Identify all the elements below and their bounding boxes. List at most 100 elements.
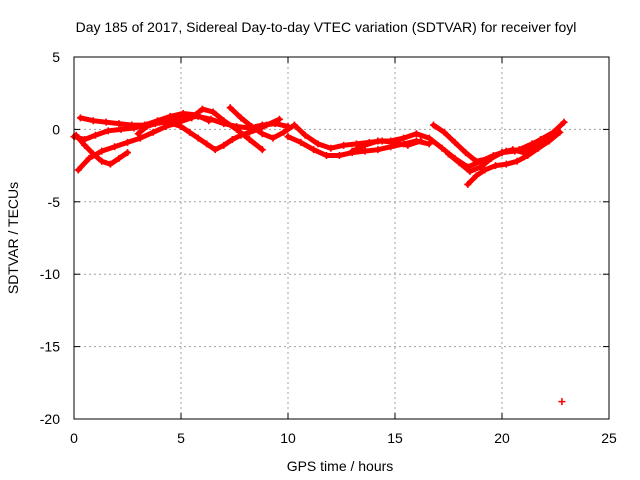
data-point	[477, 163, 485, 171]
x-tick-label: 25	[601, 430, 617, 446]
y-tick-label: -15	[40, 339, 60, 355]
data-point	[502, 160, 510, 168]
data-point	[117, 125, 125, 133]
data-point	[245, 128, 253, 136]
x-axis-label: GPS time / hours	[287, 458, 394, 474]
data-point	[335, 151, 343, 159]
data-point	[98, 147, 106, 155]
data-points	[70, 104, 568, 406]
data-point	[314, 140, 322, 148]
data-point	[472, 157, 480, 165]
data-point	[76, 114, 84, 122]
data-point	[412, 137, 420, 145]
data-point	[258, 146, 266, 154]
y-tick-label: -20	[40, 411, 60, 427]
axis-ticks: 0 5 10 15 20 25 5 0 -5 -10 -15 -20	[40, 49, 617, 446]
data-point	[233, 125, 241, 133]
data-point	[134, 130, 142, 138]
y-tick-label: 5	[52, 49, 60, 65]
data-point	[541, 138, 549, 146]
data-track	[445, 138, 549, 175]
data-point	[400, 134, 408, 142]
data-point	[327, 144, 335, 152]
data-point	[556, 128, 564, 136]
data-point	[269, 134, 277, 142]
data-point	[323, 151, 331, 159]
data-point	[237, 114, 245, 122]
data-point	[284, 133, 292, 141]
data-point	[445, 150, 452, 158]
data-point	[430, 121, 438, 129]
data-point	[209, 108, 217, 116]
data-point	[466, 167, 474, 175]
data-point	[111, 143, 119, 151]
data-point	[205, 117, 213, 125]
data-point	[462, 149, 470, 157]
data-point	[519, 149, 527, 157]
data-point	[258, 130, 266, 138]
data-point	[310, 146, 318, 154]
data-point	[440, 128, 448, 136]
x-tick-label: 10	[280, 430, 296, 446]
data-point	[560, 118, 568, 126]
data-point	[98, 157, 106, 165]
data-point	[91, 131, 99, 139]
data-point	[464, 180, 472, 188]
data-point	[198, 105, 206, 113]
data-point	[74, 166, 82, 174]
data-point	[297, 138, 305, 146]
data-point	[472, 172, 480, 180]
data-point	[115, 120, 123, 128]
data-point	[263, 121, 271, 129]
data-track	[72, 131, 131, 168]
chart-title: Day 185 of 2017, Sidereal Day-to-day VTE…	[76, 19, 577, 35]
data-point	[89, 150, 97, 158]
data-point	[492, 162, 500, 170]
data-point	[81, 141, 89, 149]
data-point	[438, 144, 446, 152]
data-point	[280, 128, 288, 136]
data-point	[509, 146, 517, 154]
data-point	[498, 149, 506, 157]
data-point	[177, 123, 185, 131]
data-point	[124, 149, 131, 157]
data-point	[151, 120, 159, 128]
data-point	[513, 157, 521, 165]
data-point	[387, 137, 395, 145]
y-tick-label: -10	[40, 266, 60, 282]
data-point	[194, 134, 202, 142]
data-point	[530, 144, 538, 152]
data-point	[102, 118, 110, 126]
data-point	[128, 121, 136, 129]
data-point	[361, 141, 369, 149]
data-point	[374, 146, 382, 154]
data-point	[352, 140, 360, 148]
data-point	[104, 127, 112, 135]
data-track	[134, 115, 283, 154]
data-point	[226, 104, 234, 112]
data-point	[149, 128, 157, 136]
data-point	[179, 109, 187, 117]
y-tick-label: 0	[52, 121, 60, 137]
data-point	[487, 154, 495, 162]
data-point	[203, 140, 211, 148]
y-axis-label: SDTVAR / TECUs	[5, 182, 21, 294]
grid-lines	[74, 57, 609, 419]
outlier-point	[558, 398, 566, 406]
x-tick-label: 5	[177, 430, 185, 446]
x-tick-label: 20	[494, 430, 510, 446]
data-point	[143, 123, 151, 131]
data-point	[481, 166, 489, 174]
data-point	[412, 130, 420, 138]
data-point	[537, 136, 545, 144]
data-point	[237, 131, 245, 139]
data-point	[301, 131, 309, 139]
x-tick-label: 15	[387, 430, 403, 446]
data-point	[211, 146, 219, 154]
data-point	[275, 115, 283, 123]
data-point	[220, 117, 228, 125]
data-point	[124, 138, 131, 146]
data-point	[425, 134, 433, 142]
data-point	[115, 154, 123, 162]
